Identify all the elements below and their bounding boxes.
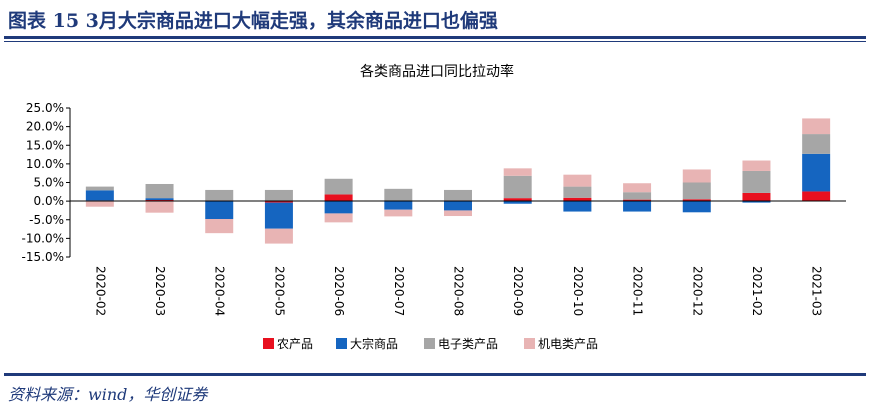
y-tick-label: 5.0% [34,176,65,190]
bar-segment [563,201,592,212]
y-tick-label: 0.0% [34,194,65,208]
x-tick-label: 2020-06 [332,266,346,316]
bar-segment [145,183,174,199]
x-tick-label: 2021-02 [750,266,764,316]
y-tick-label: 10.0% [26,157,64,171]
source-note: 资料来源：wind，华创证券 [8,385,208,404]
bar-segment [742,201,771,203]
x-tick-label: 2020-10 [571,266,585,316]
y-tick-label: 25.0% [26,101,64,115]
bar-segment [742,160,771,171]
x-tick-label: 2020-02 [93,266,107,316]
bar-segment [444,189,472,201]
bar-segment [145,201,174,213]
y-tick-label: -15.0% [22,250,64,264]
page-title: 图表 15 3月大宗商品进口大幅走强，其余商品进口也偏强 [8,10,498,32]
bar-segment [623,192,652,200]
legend-swatch [524,338,535,349]
bar-segment [563,186,592,198]
bar-segment [324,213,353,223]
bar-segment [682,201,711,213]
bar-segment [264,228,293,244]
bar-segment [623,201,652,212]
bar-segment [205,219,234,234]
x-tick-label: 2020-08 [452,266,466,316]
legend-label: 电子类产品 [438,337,498,351]
chart-title: 各类商品进口同比拉动率 [360,63,514,80]
legend-label: 大宗商品 [350,336,398,351]
bar-segment [85,201,114,207]
bar-segment [802,118,831,135]
bar-segment [503,175,532,199]
bar-segment [682,169,711,183]
chart-svg: 各类商品进口同比拉动率 25.0% 20.0% 15.0% 10.0% 5.0% 0.0%… [22,63,846,351]
x-tick-label: 2020-03 [153,266,167,316]
bar-segment [623,183,652,193]
bar-segment [264,202,293,229]
y-axis-labels: 25.0% 20.0% 15.0% 10.0% 5.0% 0.0% -5.0% -10.0% -… [22,101,70,264]
bar-segment [205,201,234,220]
legend-swatch [336,338,347,349]
bar-segment [682,182,711,200]
legend-label: 机电类产品 [538,337,598,351]
bar-segment [444,201,472,211]
bar-segment [384,201,413,210]
x-tick-label: 2020-11 [631,266,645,316]
bars-group [85,118,831,244]
y-tick-label: -10.0% [22,231,64,245]
bar-segment [264,189,293,202]
y-tick-label: -5.0% [29,213,64,227]
bar-segment [384,209,413,217]
legend-swatch [263,338,274,349]
bar-segment [85,190,114,201]
y-tick-label: 15.0% [26,138,64,152]
x-tick-label: 2020-12 [690,266,704,316]
legend-label: 农产品 [277,337,313,351]
bar-segment [742,192,771,202]
bar-segment [384,188,413,201]
bar-segment [503,201,532,204]
x-tick-label: 2020-04 [213,266,227,316]
bar-segment [623,199,652,202]
bar-segment [802,153,831,192]
x-axis-labels: 2020-02 2020-03 2020-04 2020-05 2020-06 2020-… [93,266,823,316]
bar-segment [563,197,592,202]
header-rule-thin [4,41,866,42]
bar-segment [324,178,353,195]
bar-segment [802,191,831,202]
bar-segment [682,199,711,202]
x-tick-label: 2020-09 [511,266,525,316]
bar-segment [205,189,234,201]
bar-segment [264,201,293,203]
x-tick-label: 2020-05 [272,266,286,316]
chart-container: 各类商品进口同比拉动率 25.0% 20.0% 15.0% 10.0% 5.0% 0.0%… [0,44,874,364]
bar-segment [324,194,353,202]
bar-segment [742,170,771,193]
bar-segment [444,210,472,217]
bar-segment [503,198,532,202]
x-tick-label: 2021-03 [810,266,824,316]
bar-segment [802,134,831,154]
header-rule [4,36,866,39]
bar-segment [503,168,532,176]
bar-segment [563,174,592,187]
x-tick-label: 2020-07 [392,266,406,316]
bar-segment [145,198,174,201]
footer-rule [4,373,866,376]
bar-segment [85,186,114,191]
legend-swatch [424,338,435,349]
bar-segment [324,201,353,214]
y-tick-label: 20.0% [26,120,64,134]
legend: 农产品 大宗商品 电子类产品 机电类产品 [263,336,598,351]
